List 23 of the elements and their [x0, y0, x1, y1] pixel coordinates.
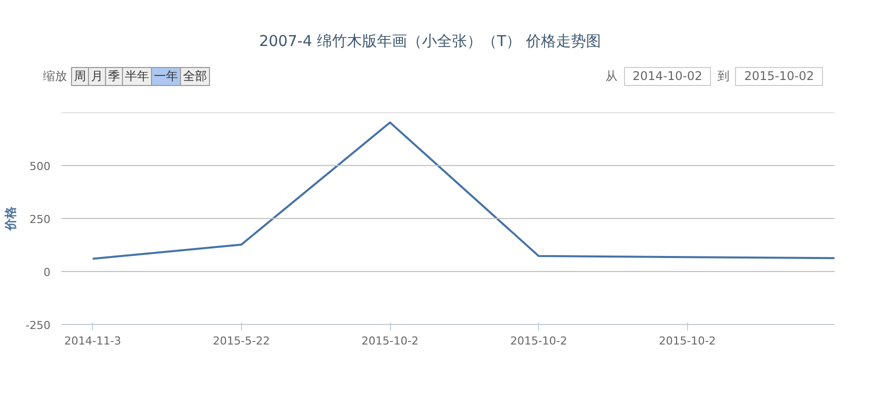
x-tick-label: 2015-10-2 [362, 334, 418, 348]
text: 从 [606, 69, 618, 83]
text: 半年 [122, 67, 152, 86]
x-tick-label: 2014-11-3 [64, 334, 122, 348]
chart-title: 2007-4 绵竹木版年画（小全张）（T） 价格走势图 [258, 31, 602, 52]
text: 到 [717, 69, 730, 83]
line-series [92, 121, 834, 260]
x-tick-label: 2015-10-2 [510, 334, 568, 348]
y-tick-label: 500 [30, 160, 51, 173]
x-tick-label: 2015-5-22 [212, 334, 270, 348]
text: 月 [88, 67, 106, 86]
text: 2014-10-02 [624, 67, 712, 86]
text: 全部 [180, 67, 210, 86]
x-tick-label: 2015-10-2 [658, 334, 716, 348]
text: 一年 [151, 67, 181, 86]
y-tick-label: 250 [30, 213, 51, 226]
y-tick-label: -250 [26, 319, 51, 332]
text: 周 [71, 67, 89, 86]
y-tick-label: 0 [44, 266, 50, 279]
text: 2015-10-02 [735, 67, 823, 86]
text: 缩放 [43, 69, 67, 83]
text: 季 [105, 67, 123, 86]
y-axis-title: 价格 [4, 206, 18, 232]
